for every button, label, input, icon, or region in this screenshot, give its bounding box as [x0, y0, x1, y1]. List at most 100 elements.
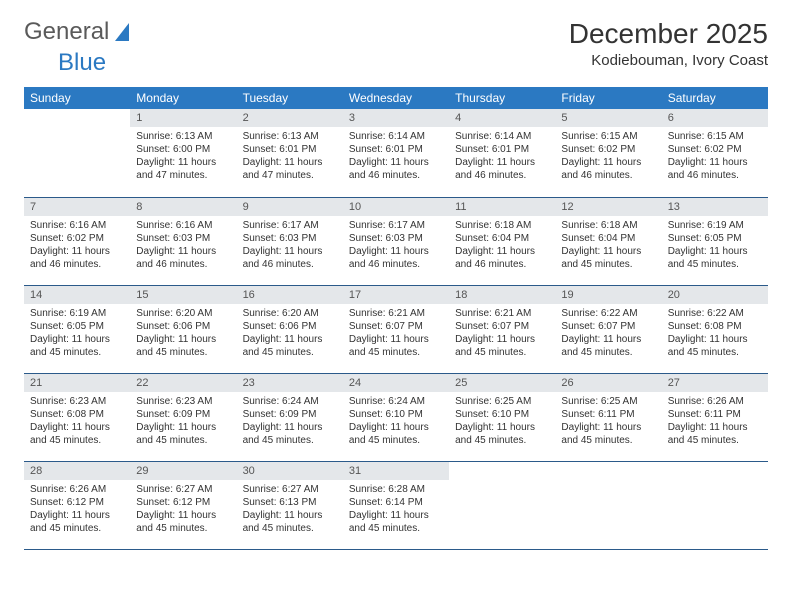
sunrise-line: Sunrise: 6:20 AM	[243, 307, 337, 320]
sunset-line: Sunset: 6:07 PM	[561, 320, 655, 333]
sunrise-line: Sunrise: 6:14 AM	[349, 130, 443, 143]
day-number: 23	[237, 374, 343, 392]
daylight-line: Daylight: 11 hours and 45 minutes.	[561, 421, 655, 447]
sunset-line: Sunset: 6:11 PM	[668, 408, 762, 421]
day-number: 17	[343, 286, 449, 304]
sunrise-line: Sunrise: 6:20 AM	[136, 307, 230, 320]
sunrise-line: Sunrise: 6:19 AM	[668, 219, 762, 232]
calendar-cell: 24Sunrise: 6:24 AMSunset: 6:10 PMDayligh…	[343, 373, 449, 461]
day-number: 31	[343, 462, 449, 480]
day-body: Sunrise: 6:14 AMSunset: 6:01 PMDaylight:…	[343, 127, 449, 186]
day-body: Sunrise: 6:27 AMSunset: 6:13 PMDaylight:…	[237, 480, 343, 539]
sunset-line: Sunset: 6:04 PM	[561, 232, 655, 245]
daylight-line: Daylight: 11 hours and 45 minutes.	[455, 333, 549, 359]
sunset-line: Sunset: 6:08 PM	[30, 408, 124, 421]
sunset-line: Sunset: 6:05 PM	[30, 320, 124, 333]
day-body: Sunrise: 6:13 AMSunset: 6:01 PMDaylight:…	[237, 127, 343, 186]
day-number: 21	[24, 374, 130, 392]
daylight-line: Daylight: 11 hours and 46 minutes.	[668, 156, 762, 182]
sunrise-line: Sunrise: 6:21 AM	[349, 307, 443, 320]
calendar-cell	[24, 109, 130, 197]
calendar-cell: 23Sunrise: 6:24 AMSunset: 6:09 PMDayligh…	[237, 373, 343, 461]
day-number: 15	[130, 286, 236, 304]
sunset-line: Sunset: 6:07 PM	[455, 320, 549, 333]
calendar-cell: 10Sunrise: 6:17 AMSunset: 6:03 PMDayligh…	[343, 197, 449, 285]
day-number: 13	[662, 198, 768, 216]
day-body: Sunrise: 6:18 AMSunset: 6:04 PMDaylight:…	[449, 216, 555, 275]
day-number: 1	[130, 109, 236, 127]
calendar-cell	[662, 461, 768, 549]
day-body: Sunrise: 6:24 AMSunset: 6:09 PMDaylight:…	[237, 392, 343, 451]
sunrise-line: Sunrise: 6:27 AM	[136, 483, 230, 496]
day-number: 29	[130, 462, 236, 480]
sunset-line: Sunset: 6:05 PM	[668, 232, 762, 245]
calendar-row: 28Sunrise: 6:26 AMSunset: 6:12 PMDayligh…	[24, 461, 768, 549]
day-body: Sunrise: 6:26 AMSunset: 6:12 PMDaylight:…	[24, 480, 130, 539]
sunset-line: Sunset: 6:02 PM	[668, 143, 762, 156]
sunrise-line: Sunrise: 6:25 AM	[561, 395, 655, 408]
calendar-row: 14Sunrise: 6:19 AMSunset: 6:05 PMDayligh…	[24, 285, 768, 373]
calendar-cell: 16Sunrise: 6:20 AMSunset: 6:06 PMDayligh…	[237, 285, 343, 373]
day-number: 8	[130, 198, 236, 216]
day-number: 24	[343, 374, 449, 392]
day-body: Sunrise: 6:21 AMSunset: 6:07 PMDaylight:…	[449, 304, 555, 363]
sunrise-line: Sunrise: 6:26 AM	[668, 395, 762, 408]
sunrise-line: Sunrise: 6:24 AM	[349, 395, 443, 408]
day-body: Sunrise: 6:16 AMSunset: 6:02 PMDaylight:…	[24, 216, 130, 275]
day-body: Sunrise: 6:15 AMSunset: 6:02 PMDaylight:…	[555, 127, 661, 186]
calendar-cell: 30Sunrise: 6:27 AMSunset: 6:13 PMDayligh…	[237, 461, 343, 549]
daylight-line: Daylight: 11 hours and 45 minutes.	[30, 421, 124, 447]
day-body: Sunrise: 6:15 AMSunset: 6:02 PMDaylight:…	[662, 127, 768, 186]
day-number: 16	[237, 286, 343, 304]
sunrise-line: Sunrise: 6:16 AM	[136, 219, 230, 232]
weekday-header: Sunday	[24, 87, 130, 109]
calendar-cell: 19Sunrise: 6:22 AMSunset: 6:07 PMDayligh…	[555, 285, 661, 373]
daylight-line: Daylight: 11 hours and 46 minutes.	[136, 245, 230, 271]
calendar-cell: 12Sunrise: 6:18 AMSunset: 6:04 PMDayligh…	[555, 197, 661, 285]
daylight-line: Daylight: 11 hours and 45 minutes.	[668, 333, 762, 359]
day-number: 27	[662, 374, 768, 392]
daylight-line: Daylight: 11 hours and 46 minutes.	[349, 245, 443, 271]
daylight-line: Daylight: 11 hours and 46 minutes.	[561, 156, 655, 182]
weekday-header: Friday	[555, 87, 661, 109]
day-number: 12	[555, 198, 661, 216]
calendar-cell: 9Sunrise: 6:17 AMSunset: 6:03 PMDaylight…	[237, 197, 343, 285]
day-body: Sunrise: 6:20 AMSunset: 6:06 PMDaylight:…	[130, 304, 236, 363]
day-number: 30	[237, 462, 343, 480]
day-body: Sunrise: 6:20 AMSunset: 6:06 PMDaylight:…	[237, 304, 343, 363]
day-body: Sunrise: 6:14 AMSunset: 6:01 PMDaylight:…	[449, 127, 555, 186]
daylight-line: Daylight: 11 hours and 45 minutes.	[30, 509, 124, 535]
weekday-header: Tuesday	[237, 87, 343, 109]
sunrise-line: Sunrise: 6:22 AM	[668, 307, 762, 320]
day-number: 10	[343, 198, 449, 216]
sunset-line: Sunset: 6:13 PM	[243, 496, 337, 509]
sunrise-line: Sunrise: 6:23 AM	[136, 395, 230, 408]
day-number: 25	[449, 374, 555, 392]
daylight-line: Daylight: 11 hours and 46 minutes.	[243, 245, 337, 271]
sunrise-line: Sunrise: 6:27 AM	[243, 483, 337, 496]
daylight-line: Daylight: 11 hours and 46 minutes.	[349, 156, 443, 182]
calendar-cell: 11Sunrise: 6:18 AMSunset: 6:04 PMDayligh…	[449, 197, 555, 285]
day-body: Sunrise: 6:17 AMSunset: 6:03 PMDaylight:…	[343, 216, 449, 275]
day-number: 9	[237, 198, 343, 216]
calendar-cell: 3Sunrise: 6:14 AMSunset: 6:01 PMDaylight…	[343, 109, 449, 197]
sunset-line: Sunset: 6:10 PM	[349, 408, 443, 421]
day-body: Sunrise: 6:19 AMSunset: 6:05 PMDaylight:…	[24, 304, 130, 363]
sunrise-line: Sunrise: 6:13 AM	[243, 130, 337, 143]
weekday-header: Thursday	[449, 87, 555, 109]
sunset-line: Sunset: 6:01 PM	[455, 143, 549, 156]
sunset-line: Sunset: 6:02 PM	[30, 232, 124, 245]
day-body: Sunrise: 6:22 AMSunset: 6:07 PMDaylight:…	[555, 304, 661, 363]
sunset-line: Sunset: 6:07 PM	[349, 320, 443, 333]
sunset-line: Sunset: 6:08 PM	[668, 320, 762, 333]
weekday-header: Wednesday	[343, 87, 449, 109]
day-body: Sunrise: 6:16 AMSunset: 6:03 PMDaylight:…	[130, 216, 236, 275]
calendar-cell: 21Sunrise: 6:23 AMSunset: 6:08 PMDayligh…	[24, 373, 130, 461]
sunset-line: Sunset: 6:02 PM	[561, 143, 655, 156]
empty-daynum	[24, 109, 130, 127]
day-number: 6	[662, 109, 768, 127]
daylight-line: Daylight: 11 hours and 45 minutes.	[136, 421, 230, 447]
calendar-cell: 18Sunrise: 6:21 AMSunset: 6:07 PMDayligh…	[449, 285, 555, 373]
calendar-cell: 1Sunrise: 6:13 AMSunset: 6:00 PMDaylight…	[130, 109, 236, 197]
daylight-line: Daylight: 11 hours and 45 minutes.	[668, 421, 762, 447]
